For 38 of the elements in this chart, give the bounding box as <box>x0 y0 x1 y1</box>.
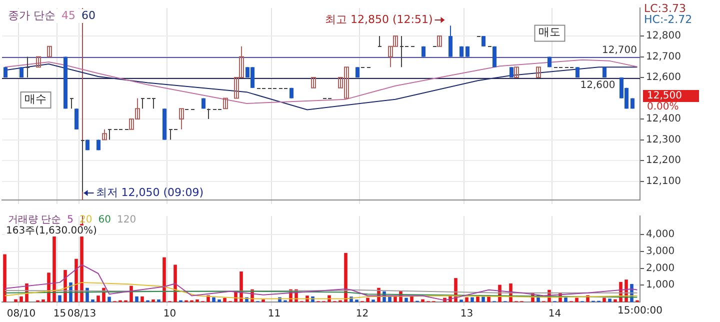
text: 60 <box>81 8 96 22</box>
x-tick-label: 10 <box>163 308 176 320</box>
legend-title: 거래량 단순 <box>8 214 62 226</box>
annotation: 최저 12,050 (09:09) <box>96 186 204 199</box>
y-tick-label: 12,600 <box>646 72 681 84</box>
x-tick-label: 15 <box>53 308 66 320</box>
x-tick-label: 08/13 <box>67 308 96 320</box>
text: 45 <box>61 8 76 22</box>
text: 60 <box>98 214 111 226</box>
annotation: 매도 <box>538 26 560 39</box>
legend-title: 종가 단순 <box>8 8 56 22</box>
x-tick-label: 08/10 <box>6 308 36 320</box>
ref-line-label: 12,700 <box>602 45 638 56</box>
text: 15:00:00 <box>618 306 662 317</box>
y-tick-label: 12,100 <box>646 176 681 187</box>
y-tick-label: 12,300 <box>646 134 681 146</box>
text: HC:-2.72 <box>644 12 692 26</box>
x-tick-label: 13 <box>460 308 474 320</box>
y-tick-label: 12,700 <box>646 51 681 62</box>
text: LC:3.73 <box>644 2 686 15</box>
text: 5 <box>67 214 74 226</box>
y-tick-label: 4,000 <box>646 229 675 240</box>
annotation: 163주(1,630.00%) <box>6 226 98 237</box>
y-tick-label: 3,000 <box>646 246 675 258</box>
ref-line-label: 12,600 <box>580 80 616 92</box>
annotation: 최고 12,850 (12:51) <box>324 12 433 26</box>
x-tick-label: 11 <box>268 308 281 320</box>
y-tick-label: 1,000 <box>646 280 675 291</box>
y-tick-label: 12,400 <box>646 114 681 125</box>
y-tick-label: 2,000 <box>646 262 675 274</box>
y-tick-label: 12,800 <box>646 30 681 42</box>
x-tick-label: 14 <box>548 308 562 320</box>
text: 12,500 <box>647 90 682 102</box>
x-tick-label: 12 <box>356 308 369 320</box>
annotation: 매수 <box>24 92 46 106</box>
text: 0.00% <box>647 102 679 113</box>
y-tick-label: 12,200 <box>646 155 681 166</box>
text: 120 <box>116 214 136 226</box>
